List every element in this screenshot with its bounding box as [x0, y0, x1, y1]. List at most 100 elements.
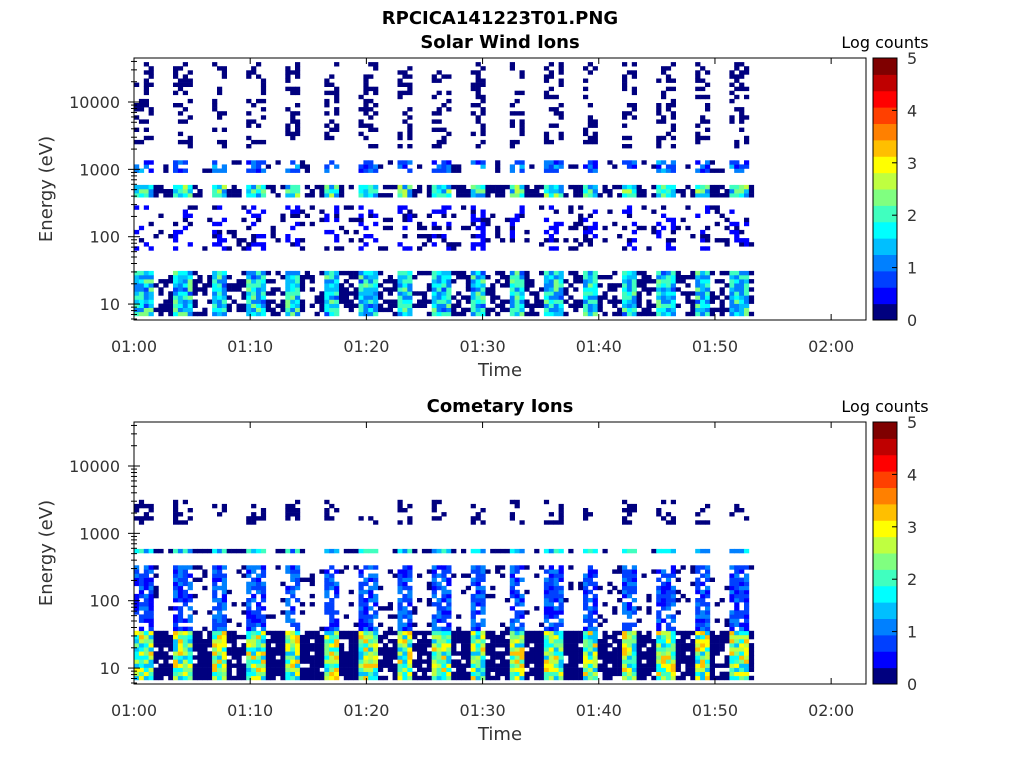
- heatmap-cell: [636, 303, 642, 308]
- heatmap-cell: [265, 639, 271, 644]
- heatmap-cell: [670, 189, 676, 194]
- heatmap-cell: [592, 193, 598, 198]
- heatmap-cell: [285, 291, 291, 296]
- heatmap-cell: [285, 569, 291, 574]
- heatmap-cell: [177, 287, 184, 292]
- heatmap-cell: [705, 659, 711, 664]
- heatmap-cell: [661, 189, 667, 194]
- heatmap-cell: [138, 311, 145, 317]
- heatmap-cell: [700, 630, 706, 636]
- heatmap-cell: [426, 655, 432, 660]
- heatmap-cell: [626, 160, 633, 165]
- heatmap-cell: [251, 189, 257, 194]
- heatmap-cell: [143, 86, 149, 92]
- plot-frame: [133, 57, 867, 321]
- heatmap-cell: [568, 565, 574, 570]
- heatmap-cell: [456, 651, 462, 656]
- heatmap-cell: [397, 287, 403, 292]
- heatmap-cell: [548, 639, 554, 644]
- heatmap-cell: [148, 283, 154, 288]
- heatmap-cell: [295, 205, 301, 210]
- heatmap-cell: [187, 655, 193, 660]
- heatmap-cell: [529, 193, 535, 198]
- heatmap-cell: [524, 634, 530, 640]
- heatmap-cell: [319, 217, 325, 223]
- heatmap-cell: [251, 238, 257, 243]
- heatmap-cell: [260, 295, 267, 300]
- heatmap-cell: [436, 184, 442, 190]
- heatmap-cell: [661, 663, 667, 668]
- heatmap-cell: [280, 663, 286, 668]
- heatmap-cell: [583, 193, 589, 198]
- heatmap-cell: [646, 299, 652, 304]
- heatmap-cell: [607, 634, 613, 640]
- heatmap-cell: [622, 634, 628, 640]
- heatmap-cell: [148, 291, 154, 296]
- heatmap-cell: [705, 238, 711, 243]
- heatmap-cell: [197, 189, 203, 194]
- heatmap-cell: [661, 569, 667, 574]
- heatmap-cell: [378, 283, 384, 288]
- heatmap-cell: [182, 168, 188, 173]
- heatmap-cell: [148, 618, 154, 623]
- heatmap-cell: [314, 663, 320, 668]
- heatmap-cell: [212, 107, 218, 112]
- heatmap-cell: [734, 577, 740, 582]
- heatmap-cell: [280, 630, 286, 636]
- heatmap-cell: [568, 246, 574, 251]
- heatmap-cell: [402, 303, 408, 308]
- heatmap-cell: [719, 307, 725, 313]
- heatmap-cell: [134, 107, 140, 112]
- heatmap-cell: [290, 193, 296, 198]
- heatmap-cell: [221, 127, 227, 132]
- heatmap-cell: [202, 569, 208, 574]
- heatmap-cell: [485, 667, 491, 672]
- heatmap-cell: [504, 639, 511, 644]
- heatmap-cell: [504, 630, 511, 636]
- heatmap-cell: [182, 90, 188, 96]
- heatmap-cell: [353, 675, 359, 681]
- heatmap-cell: [260, 209, 267, 214]
- heatmap-cell: [543, 606, 550, 611]
- heatmap-cell: [153, 667, 159, 672]
- heatmap-cell: [509, 66, 515, 71]
- heatmap-cell: [270, 651, 276, 656]
- heatmap-cell: [290, 667, 296, 672]
- heatmap-cell: [602, 184, 608, 190]
- heatmap-cell: [329, 639, 335, 644]
- heatmap-cell: [187, 307, 193, 313]
- heatmap-cell: [539, 647, 545, 652]
- heatmap-cell: [519, 303, 525, 308]
- heatmap-cell: [265, 675, 271, 681]
- heatmap-cell: [290, 663, 296, 668]
- heatmap-cell: [134, 303, 140, 308]
- heatmap-cell: [495, 189, 501, 194]
- heatmap-cell: [558, 667, 564, 672]
- heatmap-cell: [431, 516, 437, 521]
- heatmap-cell: [626, 70, 633, 75]
- heatmap-cell: [441, 193, 447, 198]
- heatmap-cell: [192, 639, 198, 644]
- heatmap-cell: [221, 577, 227, 582]
- heatmap-cell: [212, 593, 218, 599]
- heatmap-cell: [382, 630, 389, 636]
- heatmap-cell: [587, 565, 593, 570]
- heatmap-cell: [319, 193, 325, 198]
- heatmap-cell: [353, 622, 359, 627]
- heatmap-cell: [295, 184, 301, 190]
- heatmap-cell: [275, 238, 281, 243]
- heatmap-cell: [182, 671, 188, 677]
- heatmap-cell: [475, 569, 481, 574]
- heatmap-cell: [548, 659, 554, 664]
- heatmap-cell: [475, 667, 481, 672]
- heatmap-cell: [177, 573, 184, 578]
- heatmap-cell: [270, 307, 276, 313]
- heatmap-cell: [187, 614, 193, 619]
- heatmap-cell: [182, 279, 188, 284]
- heatmap-cell: [329, 622, 335, 627]
- heatmap-cell: [495, 565, 501, 570]
- heatmap-cell: [729, 160, 735, 165]
- heatmap-cell: [251, 103, 257, 108]
- heatmap-cell: [568, 655, 574, 660]
- heatmap-cell: [695, 671, 701, 677]
